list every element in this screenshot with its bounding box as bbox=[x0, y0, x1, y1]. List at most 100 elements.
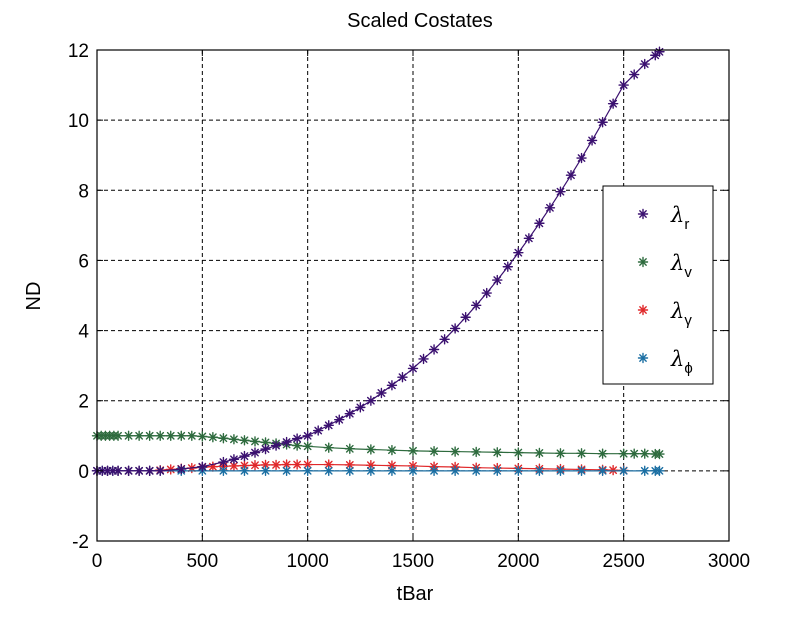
y-tick-label: 8 bbox=[78, 181, 89, 202]
data-point bbox=[260, 443, 271, 455]
data-point bbox=[154, 465, 166, 477]
data-point bbox=[228, 434, 240, 445]
data-point bbox=[449, 446, 461, 457]
data-point bbox=[523, 233, 535, 244]
data-point bbox=[555, 186, 566, 197]
data-point bbox=[428, 344, 440, 355]
data-point bbox=[502, 261, 513, 272]
data-point bbox=[460, 312, 471, 323]
plot-series bbox=[91, 46, 665, 477]
data-point bbox=[534, 218, 545, 229]
data-point bbox=[654, 46, 665, 57]
data-point bbox=[239, 450, 250, 462]
legend-box bbox=[602, 185, 714, 385]
data-point bbox=[133, 430, 145, 441]
data-point bbox=[228, 454, 240, 465]
data-point bbox=[344, 465, 355, 477]
data-point bbox=[218, 456, 229, 468]
data-point bbox=[471, 465, 482, 477]
data-point bbox=[418, 353, 429, 365]
x-axis-label: tBar bbox=[397, 583, 434, 605]
data-point bbox=[186, 430, 198, 441]
data-point bbox=[144, 430, 155, 441]
data-point bbox=[492, 447, 503, 458]
data-point bbox=[407, 445, 419, 457]
series-4 bbox=[91, 465, 665, 477]
data-point bbox=[629, 69, 640, 80]
data-point bbox=[249, 436, 261, 447]
data-point bbox=[555, 448, 566, 459]
data-point bbox=[365, 444, 377, 455]
legend-marker bbox=[637, 304, 649, 316]
data-point bbox=[650, 50, 661, 61]
data-point bbox=[323, 420, 334, 431]
data-point bbox=[534, 447, 545, 459]
data-point bbox=[249, 460, 261, 471]
y-tick-label: 0 bbox=[78, 462, 89, 483]
data-point bbox=[334, 414, 345, 425]
legend-label: λv bbox=[670, 251, 692, 281]
data-point bbox=[576, 152, 587, 164]
x-tick-label: 1000 bbox=[287, 551, 329, 572]
data-point bbox=[218, 433, 229, 444]
data-point bbox=[239, 435, 250, 446]
data-point bbox=[407, 363, 419, 374]
legend-marker bbox=[637, 256, 649, 268]
data-point bbox=[207, 431, 219, 443]
data-point bbox=[407, 465, 419, 477]
data-point bbox=[365, 465, 377, 477]
data-point bbox=[576, 448, 587, 459]
data-point bbox=[270, 459, 282, 471]
y-tick-label: 4 bbox=[78, 322, 89, 343]
data-point bbox=[576, 465, 587, 477]
y-tick-label: 10 bbox=[68, 111, 89, 132]
data-point bbox=[239, 465, 250, 477]
data-point bbox=[376, 387, 387, 399]
data-point bbox=[654, 448, 665, 460]
data-point bbox=[197, 431, 208, 442]
data-point bbox=[302, 441, 313, 452]
data-point bbox=[654, 465, 665, 477]
legend-marker bbox=[637, 208, 649, 220]
data-point bbox=[607, 464, 619, 476]
x-tick-label: 3000 bbox=[708, 551, 750, 572]
data-point bbox=[365, 395, 377, 406]
data-point bbox=[555, 465, 566, 477]
data-point bbox=[281, 436, 292, 448]
data-point bbox=[565, 170, 577, 181]
y-axis-label: ND bbox=[23, 282, 45, 311]
data-point bbox=[618, 448, 629, 459]
data-point bbox=[228, 460, 240, 472]
legend-label: λγ bbox=[670, 299, 692, 329]
data-point bbox=[123, 430, 134, 441]
data-point bbox=[176, 430, 187, 441]
series-1 bbox=[91, 46, 665, 477]
data-point bbox=[471, 446, 482, 458]
x-tick-label: 2500 bbox=[603, 551, 645, 572]
data-point bbox=[597, 117, 608, 128]
data-point bbox=[471, 300, 482, 311]
data-point bbox=[102, 465, 113, 477]
data-point bbox=[260, 465, 271, 477]
data-point bbox=[618, 79, 629, 91]
data-point bbox=[302, 430, 313, 441]
data-point bbox=[386, 444, 398, 456]
data-point bbox=[481, 287, 492, 299]
y-tick-label: -2 bbox=[72, 532, 89, 553]
data-point bbox=[428, 446, 440, 457]
data-point bbox=[586, 135, 598, 146]
data-point bbox=[291, 433, 303, 444]
data-point bbox=[386, 380, 398, 391]
data-point bbox=[449, 323, 461, 334]
data-point bbox=[291, 459, 303, 470]
series-2 bbox=[91, 430, 665, 460]
data-point bbox=[154, 430, 166, 441]
data-point bbox=[218, 465, 229, 477]
data-point bbox=[607, 98, 619, 109]
data-point bbox=[513, 465, 524, 477]
data-point bbox=[302, 465, 313, 477]
data-point bbox=[513, 447, 524, 458]
data-point bbox=[239, 460, 250, 471]
